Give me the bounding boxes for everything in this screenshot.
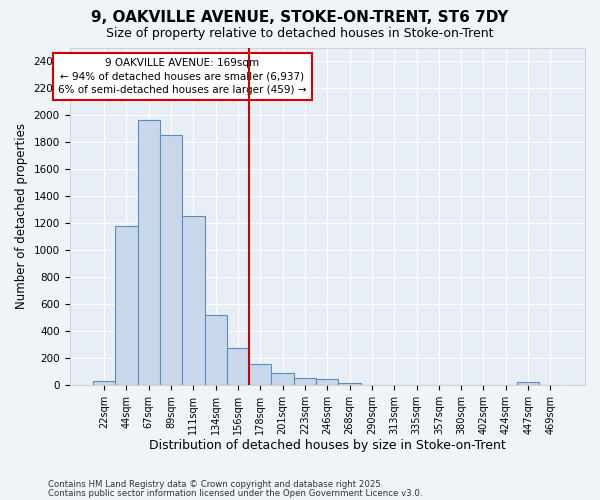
Bar <box>137 120 160 385</box>
Text: Contains HM Land Registry data © Crown copyright and database right 2025.: Contains HM Land Registry data © Crown c… <box>48 480 383 489</box>
Y-axis label: Number of detached properties: Number of detached properties <box>15 123 28 309</box>
Bar <box>294 378 316 385</box>
Text: Contains public sector information licensed under the Open Government Licence v3: Contains public sector information licen… <box>48 490 422 498</box>
Text: 9, OAKVILLE AVENUE, STOKE-ON-TRENT, ST6 7DY: 9, OAKVILLE AVENUE, STOKE-ON-TRENT, ST6 … <box>91 10 509 25</box>
Bar <box>517 382 539 385</box>
Bar <box>93 381 115 385</box>
Bar <box>271 372 294 385</box>
Bar <box>160 134 182 385</box>
Bar <box>205 314 227 385</box>
Text: Size of property relative to detached houses in Stoke-on-Trent: Size of property relative to detached ho… <box>106 28 494 40</box>
Bar <box>227 348 249 385</box>
Bar <box>182 216 205 385</box>
Bar <box>249 364 271 385</box>
Bar <box>316 380 338 385</box>
X-axis label: Distribution of detached houses by size in Stoke-on-Trent: Distribution of detached houses by size … <box>149 440 506 452</box>
Text: 9 OAKVILLE AVENUE: 169sqm
← 94% of detached houses are smaller (6,937)
6% of sem: 9 OAKVILLE AVENUE: 169sqm ← 94% of detac… <box>58 58 307 94</box>
Bar <box>338 384 361 385</box>
Bar <box>115 226 137 385</box>
